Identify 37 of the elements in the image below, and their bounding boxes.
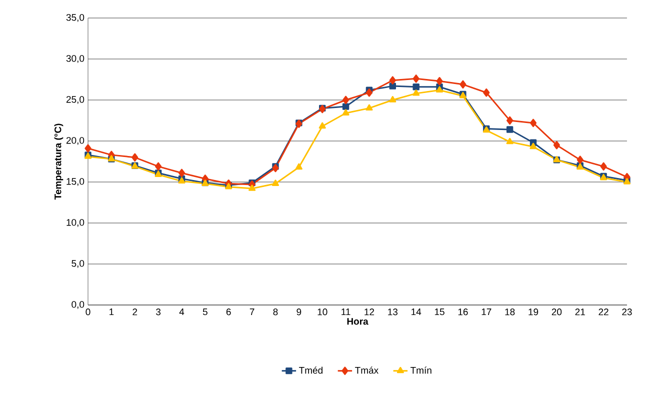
x-tick-label: 21 [575, 308, 585, 316]
x-tick-label: 10 [318, 308, 328, 316]
x-tick-label: 1 [110, 308, 114, 316]
y-tick-label: 30,0 [66, 55, 84, 63]
x-tick-label: 7 [250, 308, 254, 316]
x-tick-label: 12 [364, 308, 374, 316]
x-tick-label: 19 [528, 308, 538, 316]
x-tick-label: 23 [622, 308, 632, 316]
x-tick-label: 16 [458, 308, 468, 316]
y-tick-label: 0,0 [72, 301, 84, 309]
x-axis-title: Hora [347, 318, 368, 325]
y-tick-label: 5,0 [72, 260, 84, 268]
x-tick-label: 14 [412, 308, 422, 316]
x-tick-label: 13 [388, 308, 398, 316]
legend-label: Tméd [299, 366, 322, 374]
x-tick-label: 2 [132, 308, 138, 316]
legend-label: Tmín [410, 366, 432, 374]
x-tick-label: 6 [226, 308, 231, 316]
x-tick-label: 11 [342, 308, 350, 316]
x-tick-label: 3 [156, 308, 161, 316]
x-tick-label: 22 [598, 308, 608, 316]
x-tick-label: 17 [482, 308, 492, 316]
legend-label: Tmáx [355, 366, 378, 374]
x-tick-label: 0 [86, 308, 90, 316]
x-tick-label: 18 [505, 308, 515, 316]
y-tick-label: 25,0 [66, 96, 84, 104]
y-tick-label: 15,0 [66, 178, 84, 186]
y-tick-label: 35,0 [66, 14, 84, 22]
x-tick-label: 20 [552, 308, 562, 316]
x-tick-label: 8 [273, 308, 278, 316]
y-tick-label: 10,0 [66, 219, 84, 227]
x-tick-label: 9 [296, 308, 302, 316]
y-tick-label: 20,0 [66, 137, 84, 145]
x-tick-label: 4 [179, 308, 184, 316]
y-axis-title: Temperatura (°C) [54, 124, 64, 200]
x-tick-label: 5 [202, 308, 208, 316]
x-tick-label: 15 [434, 308, 444, 316]
